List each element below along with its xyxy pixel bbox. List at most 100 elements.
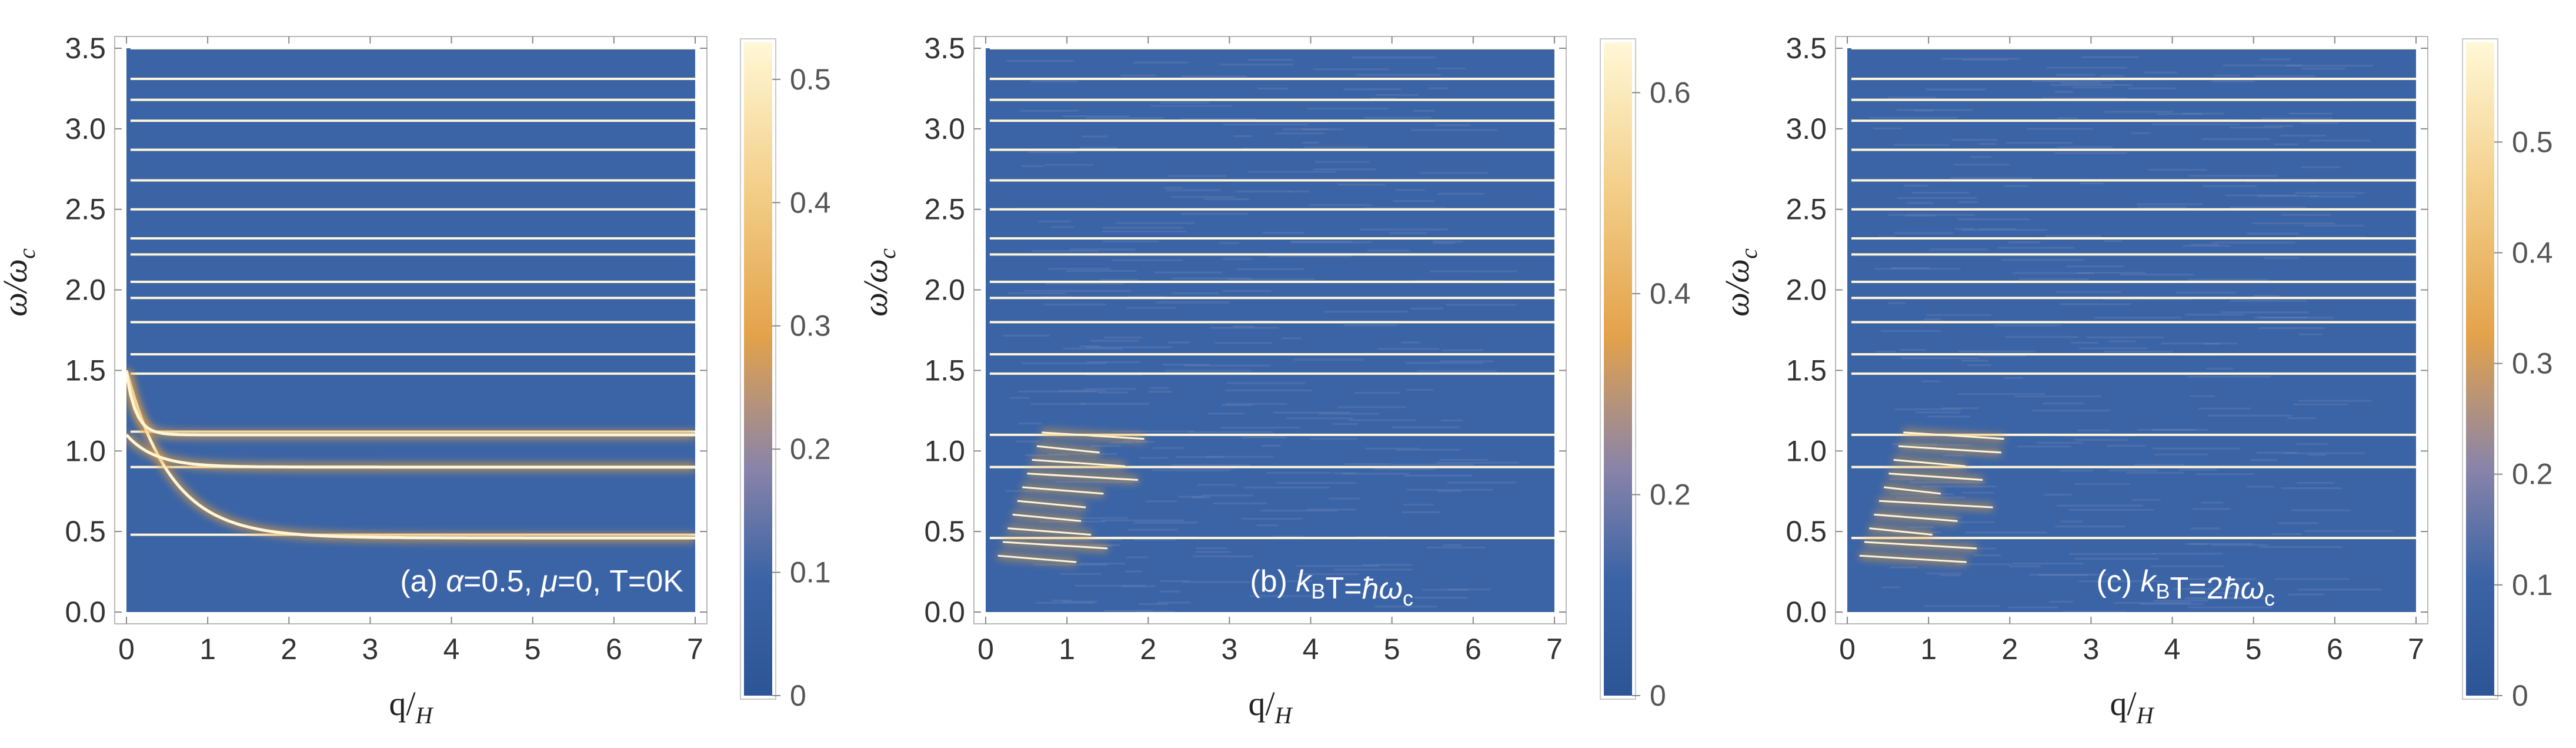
- x-axis-title-main: q/: [389, 684, 416, 723]
- colorbar: [2466, 42, 2494, 696]
- x-tick-label: 2: [1140, 633, 1156, 666]
- thermal-streak: [1893, 458, 1966, 467]
- colorbar-tick-label: 0.6: [1650, 76, 1691, 109]
- panel-b: 0 1 2 3 4 5 6 70.00.51.01.52.02.53.03.5q/Hω/ωc(…: [856, 32, 1691, 729]
- y-tick-label: 3.0: [65, 112, 106, 145]
- colorbar-tick-label: 0.1: [2512, 569, 2553, 601]
- y-tick-label: 2.0: [1786, 274, 1827, 307]
- y-tick-label: 1.5: [65, 354, 106, 387]
- y-axis-title-main: ω/ω: [0, 259, 34, 317]
- x-axis-title-sub: H: [415, 702, 434, 729]
- annotation-part: α: [446, 564, 464, 599]
- x-tick-label: 3: [1222, 633, 1238, 666]
- y-tick-label: 2.0: [65, 274, 106, 307]
- x-tick-label: 7: [687, 633, 703, 666]
- x-tick-label: 4: [1303, 633, 1319, 666]
- x-tick-label: 0: [118, 633, 135, 666]
- y-tick-label: 2.5: [924, 193, 965, 226]
- y-tick-label: 3.5: [1786, 32, 1827, 65]
- panel-annotation: (b) kBT=ħωc: [1250, 564, 1413, 610]
- thermal-streak: [1007, 527, 1092, 536]
- x-axis-title: q/H: [1248, 684, 1293, 729]
- annotation-prefix: (c): [2096, 564, 2140, 599]
- annotation-part: =0.5,: [463, 564, 541, 599]
- thermal-streak: [1859, 554, 1967, 563]
- dispersive-branch: [126, 373, 695, 437]
- thermal-streak: [1898, 445, 2001, 454]
- y-tick-label: 2.5: [1786, 193, 1827, 226]
- x-tick-label: 2: [281, 633, 297, 666]
- dispersive-branch: [126, 370, 695, 540]
- x-tick-label: 3: [362, 633, 379, 666]
- thermal-streak: [1903, 431, 2004, 440]
- y-axis-title-sub: c: [874, 248, 900, 259]
- y-axis-title: ω/ωc: [856, 248, 900, 317]
- plot-content: [986, 48, 1554, 612]
- y-axis-title-sub: c: [14, 248, 40, 259]
- y-tick-label: 2.5: [65, 193, 106, 226]
- y-tick-label: 1.0: [65, 434, 106, 467]
- y-tick-label: 3.5: [65, 32, 106, 65]
- colorbar: [1604, 42, 1632, 696]
- y-tick-label: 0.0: [924, 596, 965, 629]
- panel-annotation: (c) kBT=2ħωc: [2096, 564, 2275, 610]
- panel-c: 0 1 2 3 4 5 6 70.00.51.01.52.02.53.03.5q/Hω/ωc(…: [1718, 32, 2553, 729]
- colorbar-tick-label: 0.5: [2512, 125, 2553, 158]
- colorbar-tick-label: 0.2: [2512, 458, 2553, 491]
- y-axis-title-sub: c: [1736, 248, 1762, 259]
- y-tick-label: 0.0: [1786, 596, 1827, 629]
- y-tick-label: 0.0: [65, 596, 106, 629]
- y-axis-title: ω/ωc: [0, 248, 40, 317]
- annotation-part: B: [2156, 579, 2170, 603]
- x-axis-title-main: q/: [1248, 684, 1275, 723]
- colorbar-tick-label: 0.4: [1650, 277, 1691, 310]
- annotation-prefix: (a): [400, 564, 446, 599]
- thermal-streak: [1012, 513, 1082, 522]
- x-axis-title-sub: H: [2136, 702, 2155, 729]
- thermal-streak: [1036, 445, 1100, 454]
- thermal-streak: [1864, 541, 1977, 550]
- annotation-part: c: [2264, 586, 2275, 610]
- x-tick-label: 7: [1546, 633, 1563, 666]
- plot-background: [986, 48, 1554, 612]
- thermal-streak: [1878, 500, 1993, 508]
- thermal-streak: [1002, 541, 1108, 550]
- y-tick-label: 3.0: [924, 112, 965, 145]
- x-tick-label: 7: [2408, 633, 2424, 666]
- colorbar-tick-label: 0.3: [2512, 347, 2553, 380]
- x-tick-label: 4: [443, 633, 460, 666]
- x-axis-title: q/H: [2110, 684, 2154, 729]
- annotation-part: T=2: [2170, 571, 2224, 606]
- y-axis-title-main: ω/ω: [1718, 259, 1756, 317]
- plot-content: [1847, 48, 2416, 612]
- x-axis-title: q/H: [389, 684, 433, 729]
- x-axis-title-sub: H: [1274, 702, 1293, 729]
- y-tick-label: 3.5: [924, 32, 965, 65]
- dispersive-branch: [126, 434, 695, 469]
- panel-a: 0 1 2 3 4 5 6 70.00.51.01.52.02.53.03.5q/Hω/ωc(…: [0, 32, 831, 729]
- x-tick-label: 6: [606, 633, 622, 666]
- y-tick-label: 2.0: [924, 274, 965, 307]
- annotation-part: k: [2141, 564, 2158, 599]
- thermal-streak: [997, 554, 1077, 563]
- x-tick-label: 5: [525, 633, 541, 666]
- colorbar-tick-label: 0: [790, 679, 806, 712]
- y-tick-label: 0.5: [924, 515, 965, 548]
- x-tick-label: 0: [977, 633, 994, 666]
- thermal-streak: [1042, 431, 1144, 440]
- annotation-part: μ: [540, 564, 558, 599]
- x-tick-label: 3: [2083, 633, 2100, 666]
- x-tick-label: 4: [2164, 633, 2181, 666]
- x-tick-label: 2: [2001, 633, 2018, 666]
- colorbar-tick-label: 0.2: [1650, 478, 1691, 511]
- y-tick-label: 1.0: [1786, 434, 1827, 467]
- colorbar-tick-label: 0.4: [2512, 236, 2553, 269]
- annotation-part: =0, T=0K: [558, 564, 683, 599]
- annotation-part: B: [1311, 579, 1325, 603]
- plot-content: [126, 48, 695, 543]
- x-tick-label: 1: [1059, 633, 1075, 666]
- colorbar-tick-label: 0.3: [790, 310, 831, 343]
- colorbar-tick-label: 0.4: [790, 186, 831, 219]
- annotation-part: ħω: [1362, 571, 1403, 606]
- annotation-part: k: [1296, 564, 1313, 599]
